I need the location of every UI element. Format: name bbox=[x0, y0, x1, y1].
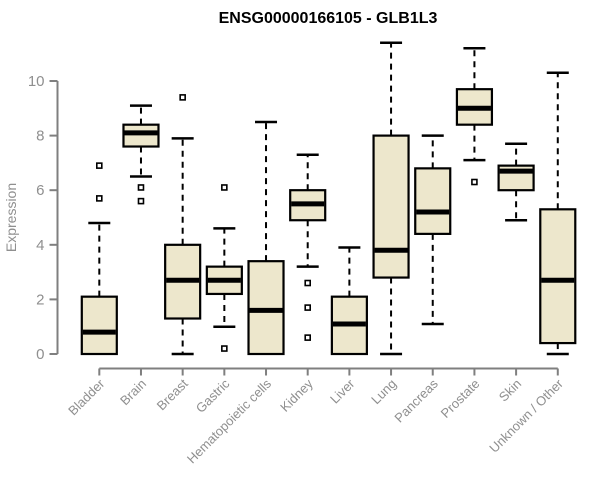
y-axis-title: Expression bbox=[3, 183, 19, 252]
x-category-label-skin: Skin bbox=[496, 376, 524, 404]
chart-title: ENSG00000166105 - GLB1L3 bbox=[218, 10, 438, 27]
y-tick-label: 8 bbox=[36, 128, 44, 145]
iqr-box bbox=[80, 295, 118, 356]
box-skin bbox=[497, 142, 535, 222]
outlier-point bbox=[304, 304, 312, 311]
x-category-label-kidney: Kidney bbox=[277, 376, 316, 415]
box-kidney bbox=[289, 153, 327, 341]
y-tick-label: 6 bbox=[36, 182, 44, 199]
x-category-label-gastric: Gastric bbox=[193, 376, 233, 416]
box-brain bbox=[122, 104, 160, 205]
iqr-box bbox=[372, 134, 410, 279]
box-bladder bbox=[80, 162, 118, 356]
x-category-label-breast: Breast bbox=[154, 376, 191, 413]
x-category-label-brain: Brain bbox=[117, 376, 149, 408]
x-category-label-liver: Liver bbox=[327, 376, 358, 407]
outlier-point bbox=[137, 197, 145, 205]
box-breast bbox=[164, 94, 202, 356]
x-category-label-unknown-other: Unknown / Other bbox=[486, 376, 566, 456]
outlier-point bbox=[179, 94, 186, 101]
box-lung bbox=[372, 41, 410, 356]
box-unknown-other bbox=[539, 71, 577, 356]
iqr-box bbox=[247, 260, 285, 356]
outlier-point bbox=[96, 162, 103, 169]
outlier-point bbox=[137, 184, 145, 191]
y-tick-label: 0 bbox=[36, 346, 44, 363]
outlier-point bbox=[221, 345, 228, 352]
box-liver bbox=[330, 246, 368, 356]
iqr-box bbox=[414, 167, 452, 235]
outlier-point bbox=[96, 195, 103, 202]
box-gastric bbox=[205, 184, 243, 352]
box-prostate bbox=[455, 46, 494, 186]
y-tick-label: 4 bbox=[36, 237, 44, 254]
y-tick-label: 2 bbox=[36, 291, 44, 308]
outlier-point bbox=[304, 279, 312, 287]
iqr-box bbox=[539, 208, 577, 345]
outlier-point bbox=[304, 334, 312, 341]
outlier-point bbox=[221, 184, 228, 191]
box-pancreas bbox=[414, 134, 452, 326]
x-category-label-lung: Lung bbox=[368, 376, 399, 407]
box-hematopoietic-cells bbox=[247, 120, 285, 356]
outlier-point bbox=[471, 178, 478, 186]
x-category-label-bladder: Bladder bbox=[65, 376, 108, 419]
x-category-label-prostate: Prostate bbox=[438, 376, 483, 421]
x-category-label-pancreas: Pancreas bbox=[391, 376, 441, 426]
iqr-box bbox=[122, 123, 160, 148]
y-tick-label: 10 bbox=[28, 73, 45, 90]
